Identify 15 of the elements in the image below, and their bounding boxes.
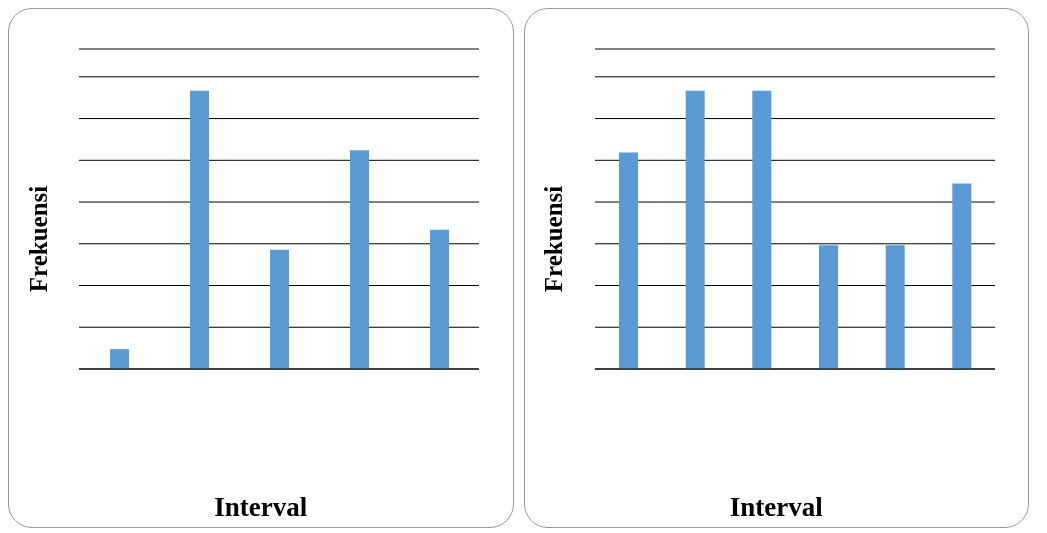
bar [270,249,289,369]
x-axis-title: Interval [728,492,824,523]
x-axis-title: Interval [213,492,309,523]
bar [190,90,209,369]
y-axis-title: Frekuensi [25,185,53,293]
bar [685,90,705,369]
bar [951,183,971,369]
bar [350,150,369,369]
bar [430,229,449,369]
y-axis-title: Frekuensi [540,185,569,293]
bar [618,152,638,369]
bar [818,245,838,369]
bar [885,245,905,369]
bar [110,349,129,369]
bar [751,90,771,369]
